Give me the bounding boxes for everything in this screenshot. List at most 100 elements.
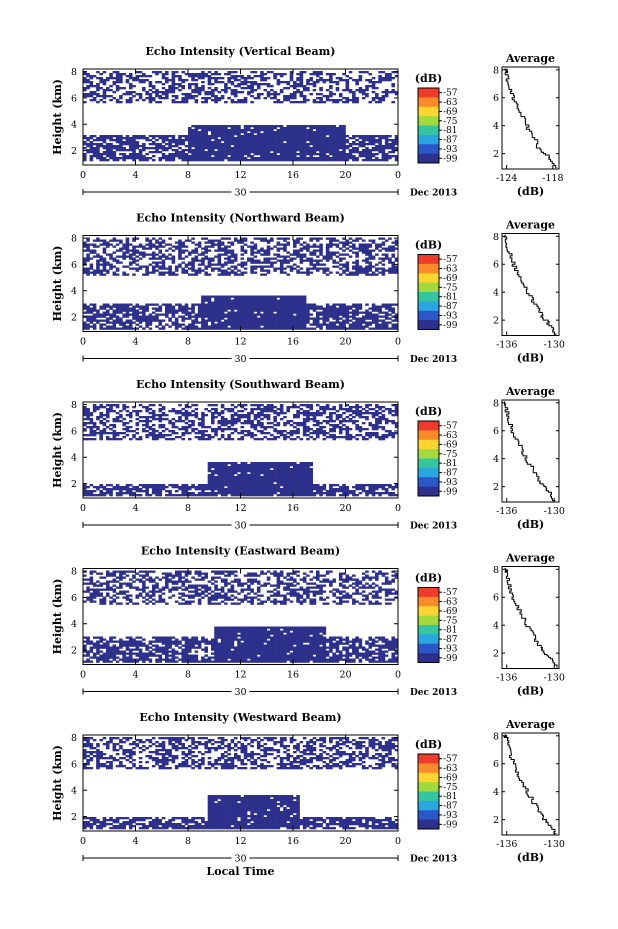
heatmap-cell	[299, 125, 304, 128]
heatmap-cell	[102, 71, 107, 74]
heatmap-cell	[105, 149, 110, 152]
heatmap-cell	[151, 492, 156, 495]
heatmap-cell	[214, 404, 218, 407]
heatmap-cell	[355, 265, 359, 268]
heatmap-cell	[263, 89, 268, 92]
heatmap-cell	[132, 145, 136, 148]
heatmap-cell	[191, 249, 195, 252]
heatmap-cell	[165, 91, 169, 94]
heatmap-cell	[302, 253, 307, 256]
heatmap-cell	[250, 155, 254, 158]
heatmap-cell	[99, 135, 103, 138]
heatmap-cell	[250, 149, 254, 152]
heatmap-cell	[210, 486, 215, 489]
heatmap-cell	[184, 245, 189, 248]
heatmap-cell	[381, 253, 386, 256]
heatmap-cell	[338, 131, 343, 134]
heatmap-cell	[243, 83, 248, 86]
day-label-bg	[231, 185, 250, 197]
heatmap-cell	[263, 141, 268, 144]
heatmap-cell	[325, 79, 330, 82]
heatmap-cell	[289, 307, 294, 310]
colorbar-tick-label: -93	[443, 311, 458, 321]
heatmap-cell	[92, 307, 97, 310]
heatmap-cell	[119, 87, 123, 90]
heatmap-cell	[168, 325, 172, 328]
heatmap-cell	[217, 243, 222, 246]
heatmap-cell	[388, 73, 392, 76]
heatmap-cell	[207, 139, 212, 142]
colorbar-segment	[418, 292, 439, 302]
heatmap-cell	[92, 315, 97, 318]
heatmap-cell	[358, 145, 363, 148]
heatmap-cell	[224, 153, 228, 156]
heatmap-cell	[204, 271, 208, 274]
heatmap-cell	[102, 323, 107, 326]
heatmap-cell	[283, 307, 287, 310]
heatmap-cell	[240, 151, 245, 154]
heatmap-cell	[119, 303, 123, 306]
heatmap-cell	[276, 157, 281, 160]
heatmap-cell	[273, 295, 277, 298]
heatmap-cell	[184, 137, 189, 140]
heatmap-cell	[132, 436, 136, 439]
heatmap-cell	[99, 73, 103, 76]
heatmap-cell	[243, 416, 248, 419]
heatmap-cell	[224, 129, 228, 132]
heatmap-cell	[286, 319, 291, 322]
heatmap-cell	[319, 153, 323, 156]
heatmap-cell	[371, 91, 376, 94]
heatmap-cell	[371, 319, 376, 322]
avg-x-tick-label: -118	[542, 173, 563, 184]
heatmap-cell	[142, 424, 146, 427]
heatmap-cell	[260, 301, 264, 304]
heatmap-cell	[266, 295, 271, 298]
heatmap-cell	[237, 438, 241, 441]
heatmap-cell	[315, 313, 320, 316]
heatmap-cell	[181, 271, 186, 274]
heatmap-cell	[207, 145, 212, 148]
heatmap-cell	[191, 484, 195, 487]
heatmap-cell	[122, 141, 126, 144]
heatmap-cell	[270, 297, 274, 300]
heatmap-cell	[178, 325, 182, 328]
heatmap-cell	[122, 424, 126, 427]
heatmap-cell	[230, 125, 235, 128]
heatmap-cell	[319, 77, 323, 80]
heatmap-cell	[197, 159, 202, 162]
heatmap-cell	[279, 155, 284, 158]
heatmap-cell	[394, 91, 399, 94]
heatmap-cell	[158, 273, 163, 276]
heatmap-cell	[240, 159, 245, 162]
heatmap-cell	[210, 307, 215, 310]
heatmap-cell	[210, 464, 215, 467]
heatmap-cell	[273, 303, 277, 306]
heatmap-cell	[105, 137, 110, 140]
heatmap-cell	[345, 87, 350, 90]
heatmap-cell	[165, 159, 169, 162]
heatmap-cell	[96, 95, 100, 98]
heatmap-cell	[391, 255, 396, 258]
heatmap-cell	[237, 129, 241, 132]
heatmap-cell	[227, 139, 231, 142]
heatmap-cell	[132, 315, 136, 318]
heatmap-cell	[214, 151, 218, 154]
heatmap-cell	[332, 137, 336, 140]
heatmap-cell	[289, 139, 294, 142]
heatmap-cell	[296, 239, 300, 242]
heatmap-cell	[227, 97, 231, 100]
heatmap-cell	[165, 135, 169, 138]
heatmap-cell	[332, 305, 336, 308]
x-tick-label: 12	[234, 337, 246, 348]
heatmap-cell	[355, 311, 359, 314]
heatmap-cell	[122, 253, 126, 256]
heatmap-cell	[168, 494, 172, 497]
heatmap-cell	[240, 87, 245, 90]
heatmap-cell	[315, 305, 320, 308]
heatmap-cell	[375, 159, 379, 162]
heatmap-cell	[365, 311, 369, 314]
heatmap-cell	[279, 141, 284, 144]
heatmap-cell	[361, 327, 366, 330]
heatmap-cell	[312, 327, 317, 330]
heatmap-cell	[92, 153, 97, 156]
